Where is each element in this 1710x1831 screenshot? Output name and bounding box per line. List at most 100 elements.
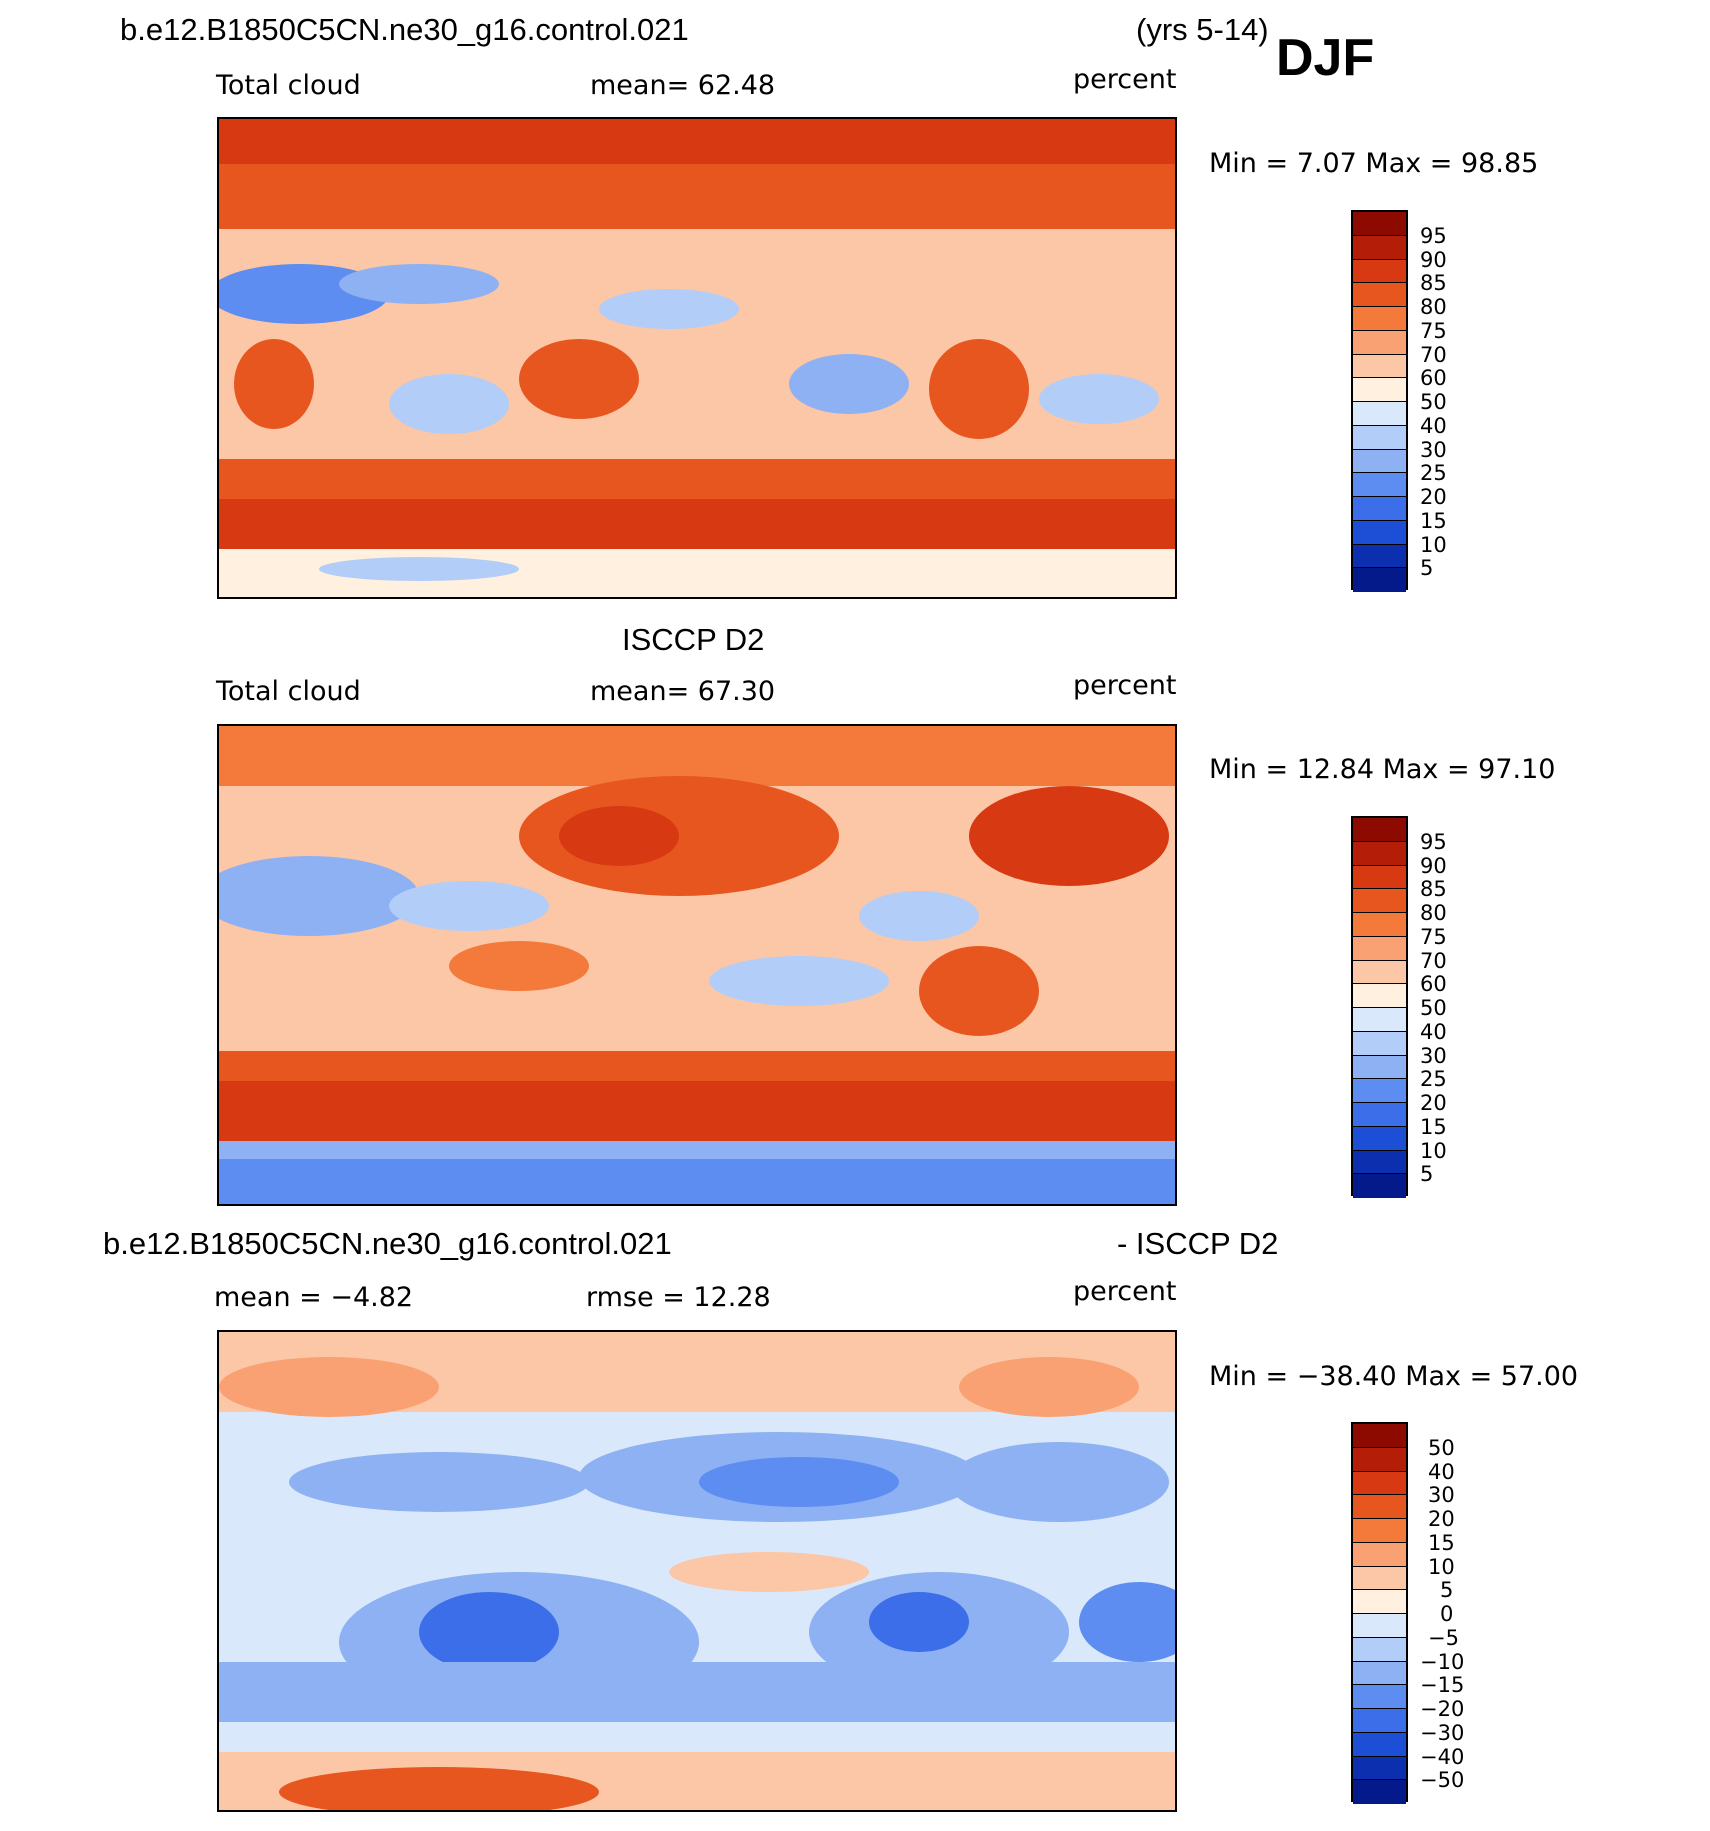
colorbar-label: 20 bbox=[1428, 1507, 1455, 1531]
colorbar-label: 30 bbox=[1420, 1043, 1447, 1068]
panel2-colorbar-swatch bbox=[1353, 1031, 1406, 1056]
panel3-colorbar-swatch bbox=[1353, 1732, 1406, 1757]
colorbar-label: 80 bbox=[1420, 295, 1447, 319]
panel3-colorbar-swatch bbox=[1353, 1519, 1406, 1543]
panel1-units-label: percent bbox=[1073, 64, 1177, 95]
panel1-colorbar-swatch bbox=[1353, 283, 1406, 307]
colorbar-label: 95 bbox=[1420, 829, 1447, 854]
colorbar-label: −20 bbox=[1420, 1697, 1465, 1721]
panel1-colorbar-swatch bbox=[1353, 354, 1406, 379]
panel1-colorbar-swatch bbox=[1353, 307, 1406, 331]
panel1-colorbar-swatch bbox=[1353, 425, 1406, 450]
panel1-colorbar-labels: 95 90 85 80 75 70 60 50 40 30 25 20 15 1… bbox=[1420, 210, 1480, 590]
panel3-contour-field bbox=[219, 1332, 1175, 1810]
panel3-title-right: - ISCCP D2 bbox=[1117, 1226, 1279, 1261]
panel3-colorbar-swatch bbox=[1353, 1780, 1406, 1804]
panel3-colorbar-swatch bbox=[1353, 1471, 1406, 1496]
panel2-colorbar-swatch bbox=[1353, 936, 1406, 961]
panel1-colorbar-swatch bbox=[1353, 473, 1406, 497]
panel2-colorbar-swatch bbox=[1353, 960, 1406, 985]
panel2-colorbar-swatch bbox=[1353, 1008, 1406, 1032]
colorbar-label: 40 bbox=[1420, 413, 1447, 438]
panel2-minmax: Min = 12.84 Max = 97.10 bbox=[1209, 754, 1556, 785]
panel3-title-left: b.e12.B1850C5CN.ne30_g16.control.021 bbox=[103, 1226, 672, 1261]
panel2-title: ISCCP D2 bbox=[622, 622, 765, 657]
colorbar-label: 20 bbox=[1420, 1091, 1447, 1115]
colorbar-label: 90 bbox=[1420, 247, 1447, 272]
panel3-colorbar-swatch bbox=[1353, 1661, 1406, 1686]
panel1-variable-label: Total cloud bbox=[216, 70, 361, 101]
panel3-colorbar-swatch bbox=[1353, 1590, 1406, 1614]
panel2-colorbar-swatch bbox=[1353, 1079, 1406, 1103]
colorbar-label: 80 bbox=[1420, 901, 1447, 925]
colorbar-label: 90 bbox=[1420, 853, 1447, 878]
panel3-colorbar-swatch bbox=[1353, 1542, 1406, 1567]
colorbar-label: 10 bbox=[1420, 532, 1447, 557]
colorbar-label: 40 bbox=[1428, 1459, 1455, 1484]
panel1-colorbar-swatch bbox=[1353, 212, 1406, 236]
colorbar-label: 30 bbox=[1428, 1483, 1455, 1508]
panel3-units-label: percent bbox=[1073, 1276, 1177, 1307]
panel2-colorbar bbox=[1351, 816, 1408, 1198]
panel3-colorbar-swatch bbox=[1353, 1566, 1406, 1591]
years-label: (yrs 5-14) bbox=[1136, 12, 1269, 47]
colorbar-label: 5 bbox=[1420, 1162, 1434, 1187]
colorbar-label: 25 bbox=[1420, 461, 1447, 486]
colorbar-label: 75 bbox=[1420, 318, 1447, 343]
colorbar-label: 50 bbox=[1420, 390, 1447, 414]
panel3-colorbar-labels: 50 40 30 20 15 10 5 0 −5 −10 −15 −20 −30… bbox=[1420, 1422, 1490, 1802]
panel2-colorbar-swatch bbox=[1353, 1150, 1406, 1175]
panel2-contour-field bbox=[219, 726, 1175, 1204]
colorbar-label: 95 bbox=[1420, 223, 1447, 248]
panel1-mean-label: mean= 62.48 bbox=[590, 70, 776, 101]
panel3-colorbar bbox=[1351, 1422, 1408, 1804]
panel1-map bbox=[217, 117, 1177, 599]
panel1-colorbar-swatch bbox=[1353, 378, 1406, 402]
colorbar-label: 5 bbox=[1420, 556, 1434, 581]
colorbar-label: 70 bbox=[1420, 342, 1447, 367]
panel2-variable-label: Total cloud bbox=[216, 676, 361, 707]
colorbar-label: 0 bbox=[1440, 1602, 1454, 1626]
panel2-map bbox=[217, 724, 1177, 1206]
colorbar-label: 10 bbox=[1428, 1554, 1455, 1579]
panel2-colorbar-labels: 95 90 85 80 75 70 60 50 40 30 25 20 15 1… bbox=[1420, 816, 1480, 1196]
panel2-colorbar-swatch bbox=[1353, 889, 1406, 913]
panel1-colorbar-swatch bbox=[1353, 497, 1406, 521]
panel2-units-label: percent bbox=[1073, 670, 1177, 701]
colorbar-label: 60 bbox=[1420, 972, 1447, 997]
colorbar-label: 15 bbox=[1420, 1114, 1447, 1139]
colorbar-label: 20 bbox=[1420, 485, 1447, 509]
panel3-mean-label: mean = −4.82 bbox=[214, 1282, 414, 1313]
panel1-contour-field bbox=[219, 119, 1175, 597]
panel1-minmax: Min = 7.07 Max = 98.85 bbox=[1209, 148, 1539, 179]
panel3-colorbar-swatch bbox=[1353, 1614, 1406, 1638]
panel3-colorbar-swatch bbox=[1353, 1709, 1406, 1733]
colorbar-label: 60 bbox=[1420, 366, 1447, 391]
panel1-colorbar-swatch bbox=[1353, 330, 1406, 355]
colorbar-label: 30 bbox=[1420, 437, 1447, 462]
panel2-colorbar-swatch bbox=[1353, 818, 1406, 842]
panel3-colorbar-swatch bbox=[1353, 1424, 1406, 1448]
panel2-colorbar-swatch bbox=[1353, 913, 1406, 937]
colorbar-label: 70 bbox=[1420, 948, 1447, 973]
panel2-colorbar-swatch bbox=[1353, 984, 1406, 1008]
panel1-colorbar-swatch bbox=[1353, 235, 1406, 260]
colorbar-label: 25 bbox=[1420, 1067, 1447, 1092]
colorbar-label: −50 bbox=[1420, 1768, 1465, 1793]
colorbar-label: 50 bbox=[1420, 996, 1447, 1020]
panel1-colorbar-swatch bbox=[1353, 449, 1406, 474]
panel1-colorbar-swatch bbox=[1353, 402, 1406, 426]
colorbar-label: 15 bbox=[1428, 1530, 1455, 1555]
panel3-colorbar-swatch bbox=[1353, 1685, 1406, 1709]
panel3-rmse-label: rmse = 12.28 bbox=[586, 1282, 771, 1313]
colorbar-label: 10 bbox=[1420, 1138, 1447, 1163]
panel2-colorbar-swatch bbox=[1353, 1126, 1406, 1151]
panel3-minmax: Min = −38.40 Max = 57.00 bbox=[1209, 1361, 1579, 1392]
season-label: DJF bbox=[1276, 29, 1375, 87]
colorbar-label: 85 bbox=[1420, 877, 1447, 902]
panel1-colorbar-swatch bbox=[1353, 568, 1406, 592]
colorbar-label: 75 bbox=[1420, 924, 1447, 949]
panel2-colorbar-swatch bbox=[1353, 1174, 1406, 1198]
panel3-colorbar-swatch bbox=[1353, 1495, 1406, 1519]
panel3-map bbox=[217, 1330, 1177, 1812]
